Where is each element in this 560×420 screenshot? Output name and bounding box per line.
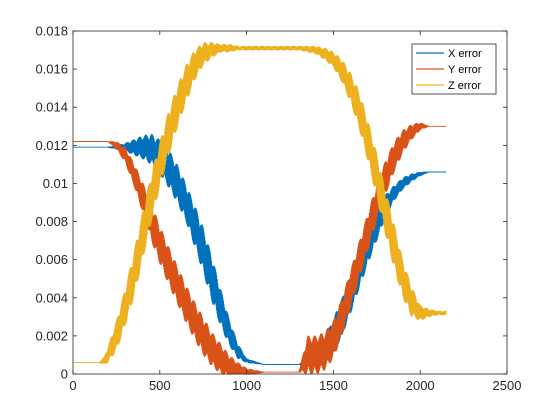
y-tick-label: 0.018 (35, 24, 68, 39)
x-tick-label: 2500 (493, 378, 522, 393)
y-tick-label: 0.004 (35, 290, 68, 305)
y-tick-label: 0.01 (43, 176, 68, 191)
y-tick-label: 0.008 (35, 214, 68, 229)
x-tick-label: 1500 (319, 378, 348, 393)
legend: X error Y error Z error (411, 43, 497, 95)
y-tick-label: 0.016 (35, 62, 68, 77)
y-tick-label: 0 (61, 367, 68, 382)
legend-label: Y error (448, 64, 482, 76)
series-z-error (72, 41, 447, 364)
x-tick-label: 1000 (232, 378, 261, 393)
axes-box (72, 30, 508, 375)
y-tick-label: 0.006 (35, 252, 68, 267)
series-y-error (72, 122, 447, 375)
axes-layer: 0 500 1000 1500 2000 2500 0 0.002 0.004 0.006 0.00… (35, 24, 521, 394)
x-tick-label: 2000 (406, 378, 435, 393)
y-tick-label: 0.012 (35, 138, 68, 153)
x-tick-label: 0 (69, 378, 76, 393)
legend-label: Z error (448, 80, 481, 92)
y-tick-label: 0.002 (35, 328, 68, 343)
y-tick-label: 0.014 (35, 100, 68, 115)
series-line (72, 122, 447, 375)
x-tick-label: 500 (149, 378, 171, 393)
series-line (72, 41, 447, 364)
legend-label: X error (448, 48, 482, 60)
series-layer (72, 41, 447, 375)
